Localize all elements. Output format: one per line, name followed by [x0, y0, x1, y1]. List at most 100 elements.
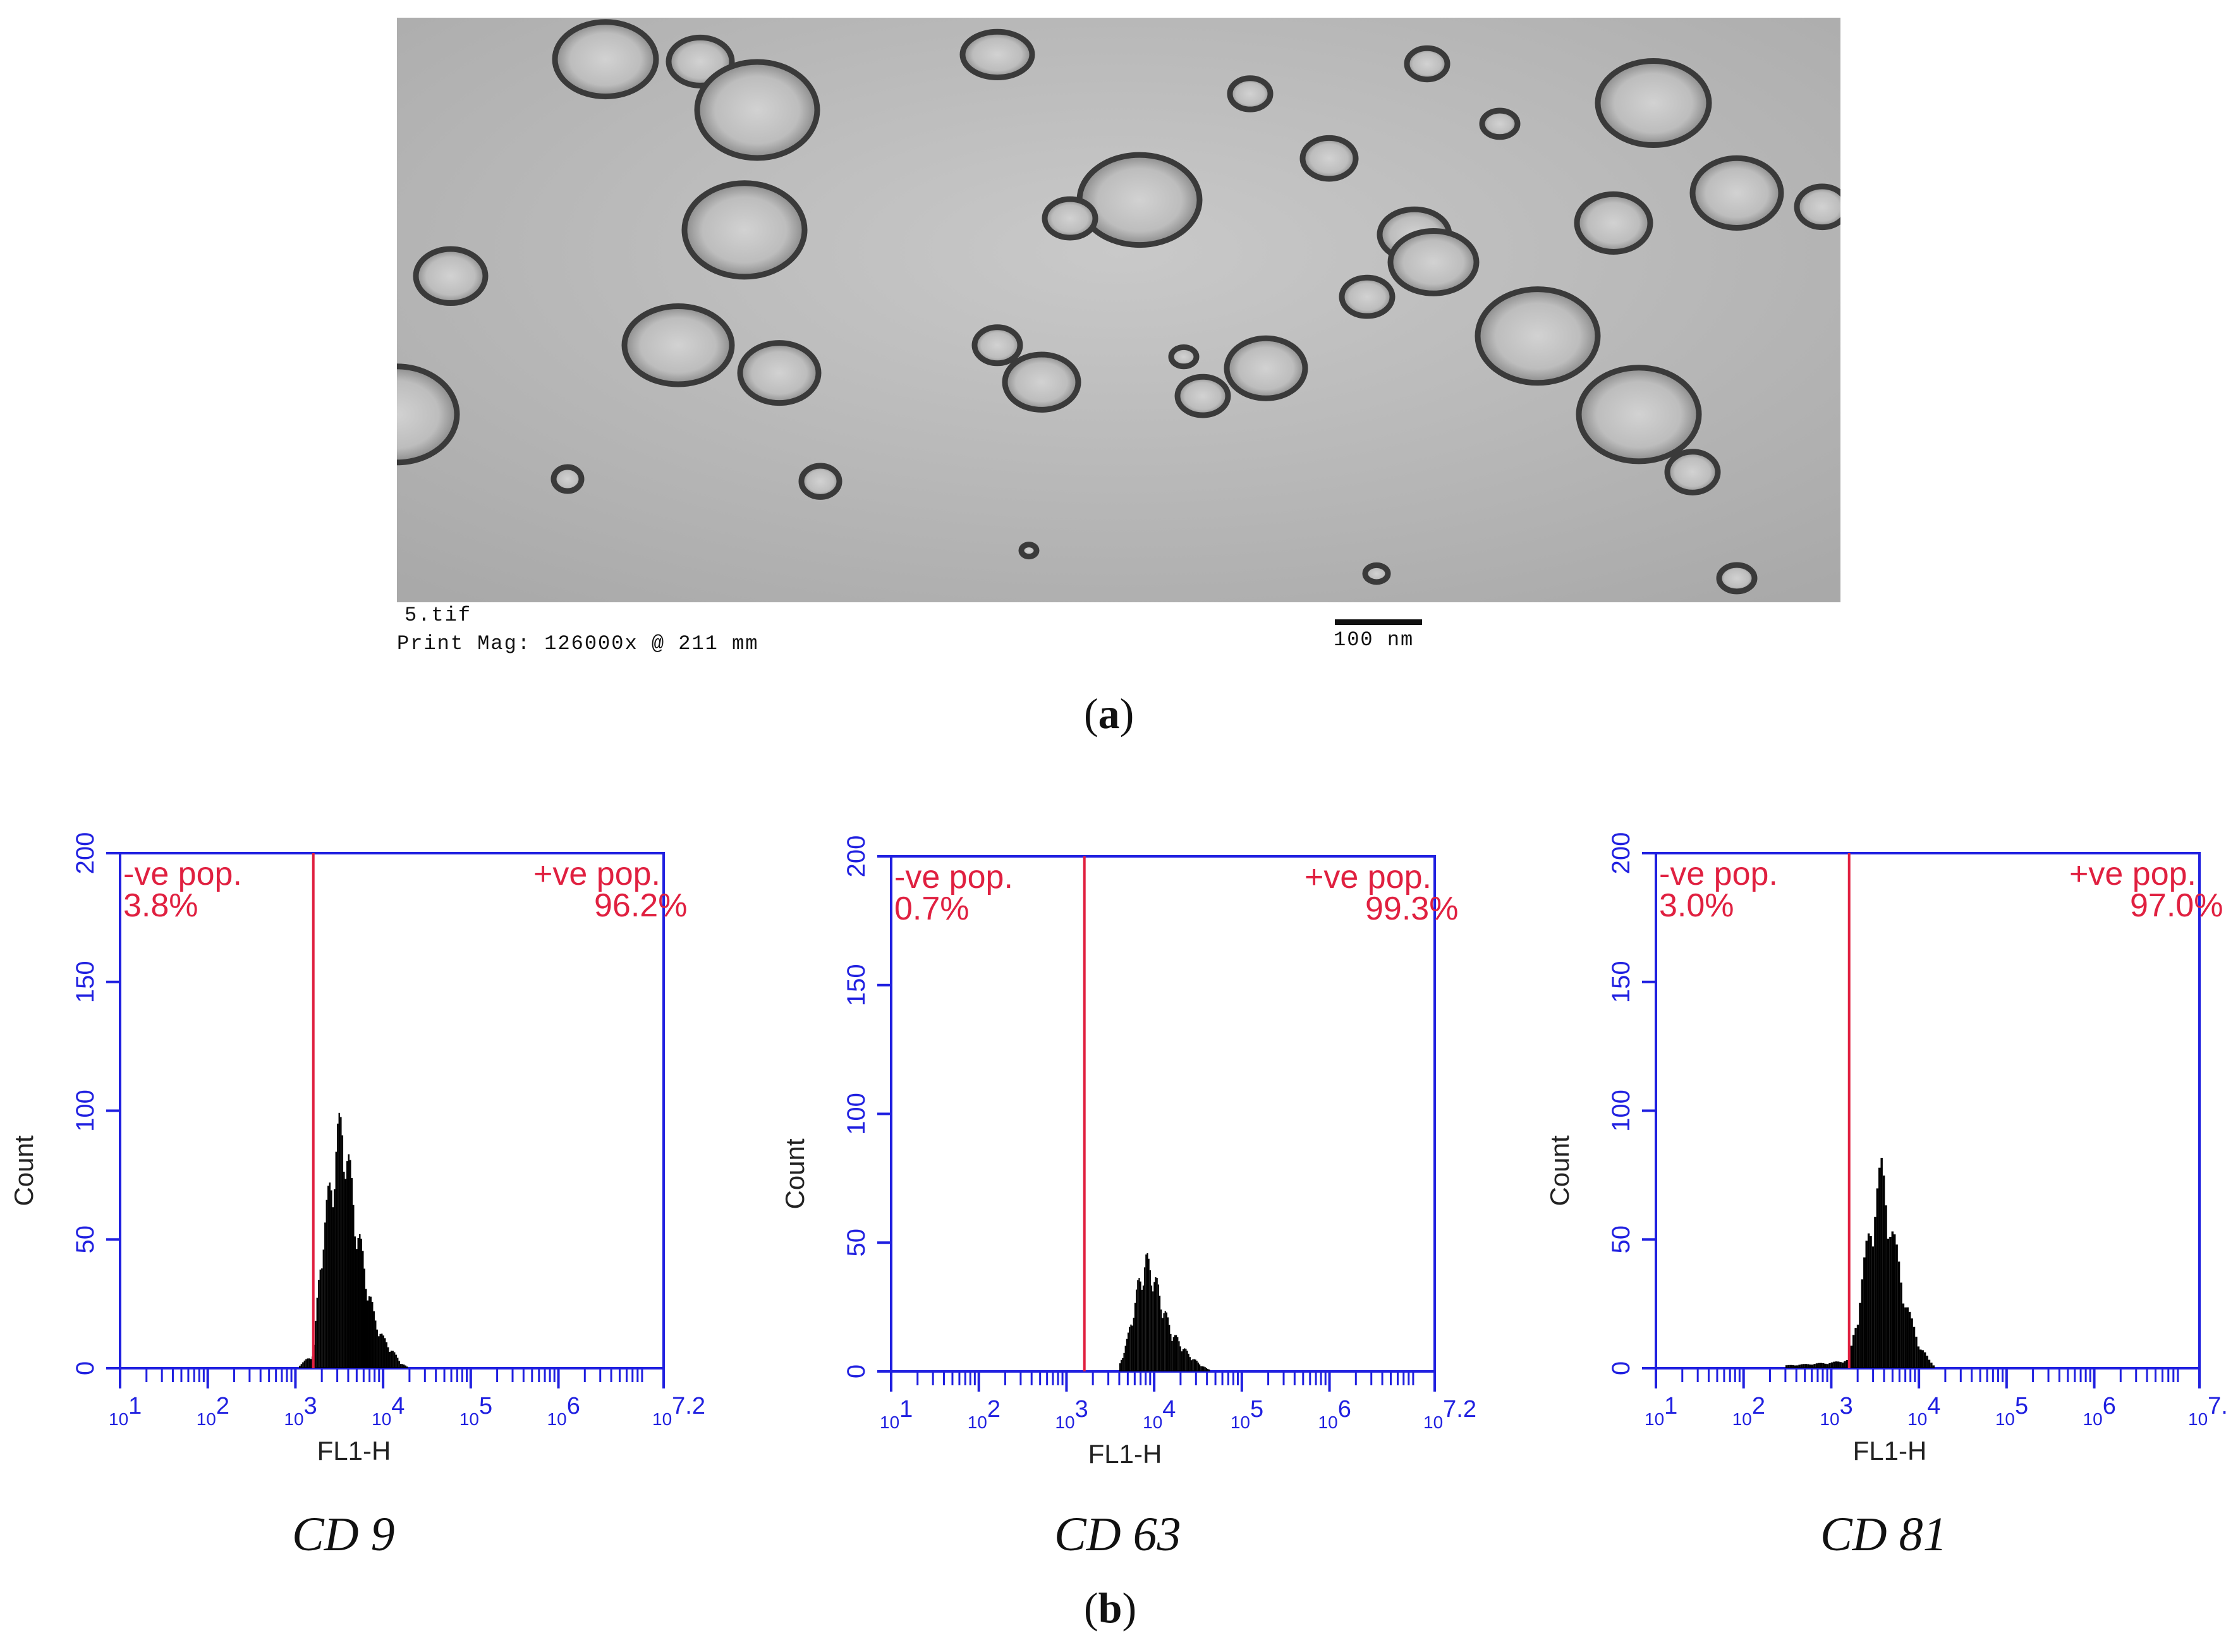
histogram-bar: [348, 1154, 350, 1368]
vesicle: [552, 19, 659, 100]
histogram-bar: [1798, 1364, 1801, 1368]
histogram-bar: [341, 1135, 344, 1368]
histogram-bar: [1792, 1365, 1794, 1368]
histogram-bar: [1804, 1364, 1808, 1368]
histogram-bar: [307, 1358, 309, 1368]
histogram-bar: [392, 1351, 394, 1368]
y-tick-label: 150: [842, 964, 870, 1006]
histogram-bar: [1830, 1362, 1834, 1368]
x-tick-label: 104: [1907, 1393, 1940, 1429]
histogram-bar: [1828, 1363, 1831, 1368]
tem-file-label: 5.tif: [404, 604, 472, 627]
histogram-bar: [1902, 1303, 1905, 1368]
histogram-bar: [1126, 1339, 1128, 1371]
histogram-bar: [1134, 1303, 1136, 1371]
histogram-bar: [1926, 1356, 1928, 1368]
histogram-bar: [1785, 1365, 1788, 1368]
histogram-bar: [346, 1161, 348, 1368]
histogram-bar: [1136, 1289, 1138, 1371]
histogram-bar: [300, 1364, 303, 1368]
histogram-bar: [1156, 1278, 1158, 1371]
negative-gate-label: -ve pop.: [123, 856, 242, 892]
histogram-bar: [1932, 1365, 1935, 1368]
positive-gate-label: +ve pop.: [2069, 856, 2196, 892]
histogram-bar: [395, 1354, 397, 1368]
histogram-bar: [1867, 1233, 1870, 1368]
histogram-bar: [1205, 1368, 1208, 1371]
y-tick-label: 100: [1607, 1090, 1635, 1132]
histogram-bar: [321, 1268, 323, 1368]
histogram-bar: [1192, 1359, 1194, 1371]
histogram-bar: [1141, 1289, 1143, 1371]
vesicle: [1076, 152, 1203, 248]
histogram-bar: [351, 1178, 353, 1368]
x-tick-label: 101: [880, 1396, 913, 1432]
histogram-bar: [1878, 1167, 1881, 1368]
y-axis-label: Count: [1545, 1135, 1574, 1206]
histogram-bar: [1174, 1335, 1176, 1371]
histogram-bar: [1148, 1258, 1150, 1371]
histogram-bar: [390, 1351, 392, 1368]
histogram-bar: [1794, 1365, 1797, 1368]
histogram-bar: [1203, 1366, 1205, 1371]
histogram-bar: [1913, 1327, 1916, 1368]
vesicle: [1475, 286, 1601, 386]
negative-gate-label: -ve pop.: [894, 859, 1013, 896]
histogram-cd9: -ve pop. 3.8% +ve pop. 96.2% 0 50 100 150 200 Cou…: [0, 815, 727, 1479]
x-tick-label: 102: [968, 1396, 1000, 1432]
histogram-bar: [1796, 1365, 1799, 1368]
histogram-bar: [334, 1189, 336, 1368]
y-tick-label: 0: [1607, 1361, 1635, 1375]
histogram-bar: [393, 1352, 396, 1368]
histogram-bar: [322, 1249, 325, 1368]
histogram-bar: [1915, 1337, 1918, 1368]
histogram-bar: [1887, 1238, 1890, 1368]
y-tick-label: 150: [71, 961, 99, 1003]
histogram-bar: [1904, 1307, 1907, 1368]
x-tick-label: 104: [1143, 1396, 1176, 1432]
histogram-bar: [398, 1361, 400, 1368]
histogram-bar: [1188, 1354, 1189, 1371]
histogram-bar: [1176, 1335, 1177, 1371]
y-tick-label: 100: [842, 1093, 870, 1135]
histogram-bar: [1164, 1311, 1166, 1371]
histogram-bar: [1124, 1345, 1126, 1371]
histogram-bar: [1163, 1313, 1165, 1371]
histogram-bar: [1844, 1361, 1846, 1368]
histogram-bar: [1193, 1359, 1195, 1371]
vesicle: [1018, 542, 1040, 560]
vesicle: [1689, 155, 1784, 231]
histogram-bar: [1165, 1312, 1168, 1371]
histogram-bar: [396, 1357, 399, 1368]
histogram-bar: [382, 1335, 384, 1368]
positive-gate-label: +ve pop.: [1305, 859, 1432, 896]
histogram-bar: [1145, 1254, 1147, 1371]
histogram-bar: [1186, 1351, 1188, 1371]
histogram-bar: [1196, 1361, 1198, 1371]
histogram-bar: [1880, 1158, 1883, 1368]
histogram-bar: [1928, 1359, 1931, 1368]
x-tick-label: 107.2: [1423, 1396, 1476, 1432]
x-tick-label: 103: [1055, 1396, 1088, 1432]
histogram-bar: [1204, 1367, 1206, 1371]
histogram-bar: [1787, 1364, 1790, 1368]
histogram-bar: [1871, 1246, 1875, 1368]
x-tick-label: 102: [1732, 1393, 1765, 1429]
histogram-bar: [359, 1234, 361, 1368]
histogram-bar: [337, 1123, 339, 1368]
histogram-bar: [1911, 1318, 1913, 1368]
x-tick-label: 102: [197, 1393, 229, 1429]
histogram-bar: [368, 1296, 370, 1368]
histogram-bar: [1160, 1309, 1162, 1371]
histogram-bar: [1159, 1296, 1161, 1371]
histogram-bar: [1130, 1324, 1132, 1371]
histogram-bar: [1900, 1282, 1902, 1368]
x-axis-label: FL1-H: [1853, 1436, 1927, 1466]
histogram-bar: [1155, 1277, 1157, 1371]
x-tick-label: 105: [1995, 1393, 2028, 1429]
histogram-bar: [1874, 1217, 1876, 1368]
histogram-cd63: -ve pop. 0.7% +ve pop. 99.3% 0 50 100 150 200 Cou…: [771, 818, 1498, 1482]
histogram-bar: [1140, 1281, 1141, 1371]
panel-a-label: (a): [1084, 689, 1134, 738]
y-axis-label: Count: [780, 1138, 810, 1209]
